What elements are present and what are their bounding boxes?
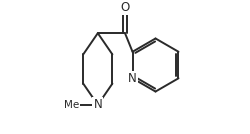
Text: O: O bbox=[120, 1, 130, 14]
Text: N: N bbox=[94, 98, 102, 111]
Text: Me: Me bbox=[64, 100, 80, 110]
Text: N: N bbox=[128, 72, 137, 85]
